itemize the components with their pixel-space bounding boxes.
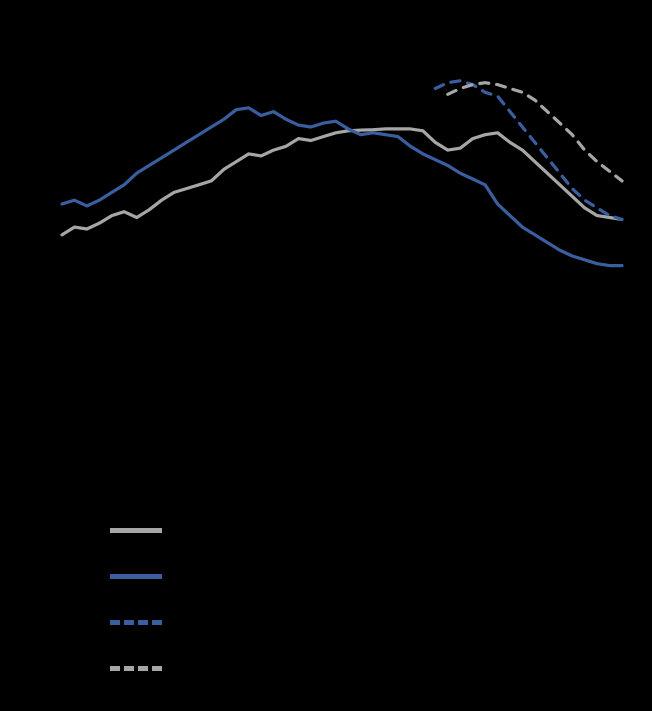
series-s4_grey_dashed xyxy=(448,83,622,181)
legend-swatch xyxy=(110,666,162,671)
series-s3_blue_dashed xyxy=(435,81,622,220)
legend-swatch xyxy=(110,620,162,625)
legend-item-2 xyxy=(110,607,182,637)
legend-item-3 xyxy=(110,653,182,683)
legend-swatch xyxy=(110,574,162,579)
legend xyxy=(110,515,182,699)
line-chart xyxy=(0,0,652,500)
legend-swatch xyxy=(110,528,162,533)
series-s1_grey_solid xyxy=(62,129,622,235)
chart-container xyxy=(0,0,652,711)
legend-item-0 xyxy=(110,515,182,545)
legend-item-1 xyxy=(110,561,182,591)
